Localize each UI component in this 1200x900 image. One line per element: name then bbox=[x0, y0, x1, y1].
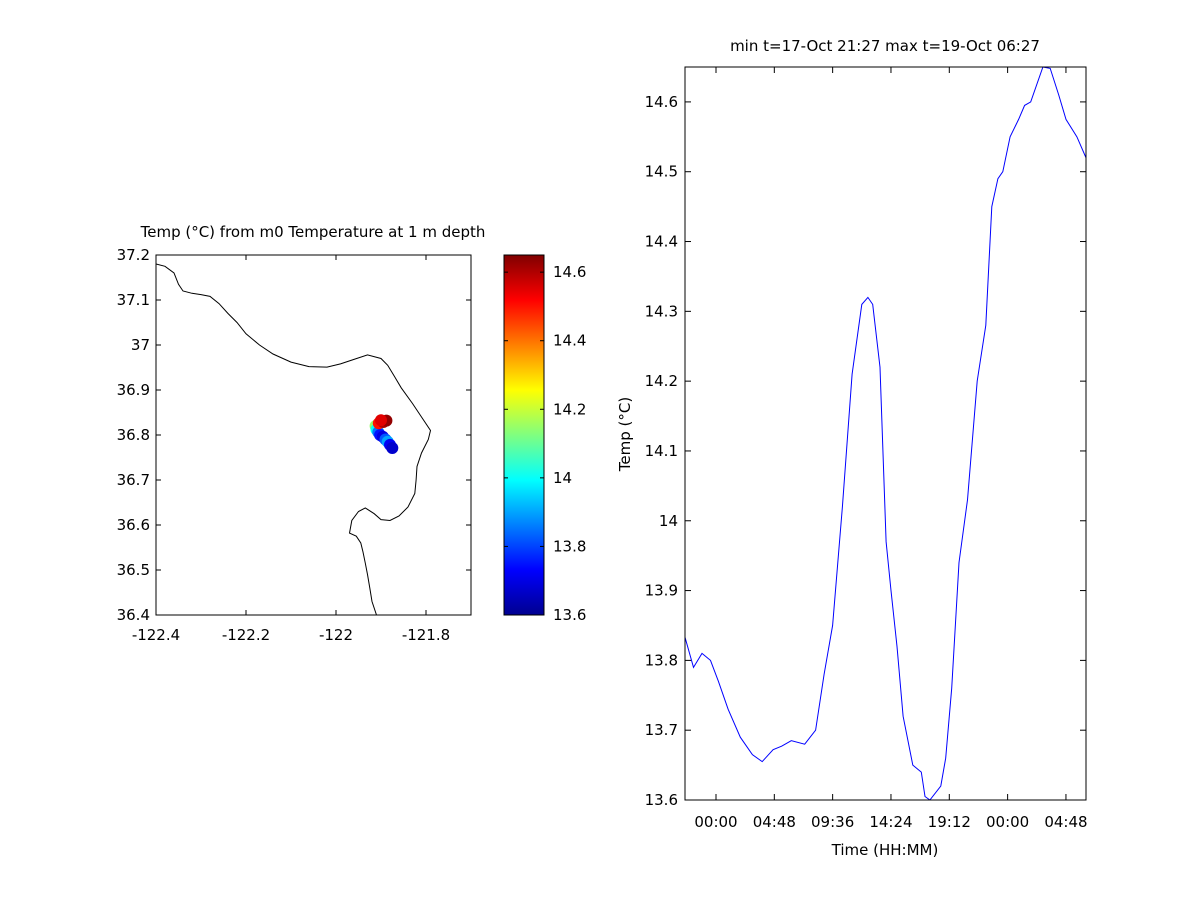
map-points-layer bbox=[369, 414, 399, 454]
map-x-ticks: -122.4 -122.2 -122 -121.8 bbox=[132, 255, 450, 644]
y-axis-label: Temp (°C) bbox=[616, 397, 634, 472]
timeseries-x-tick-label: 00:00 bbox=[694, 813, 737, 831]
colorbar-tick-label: 14.4 bbox=[553, 332, 586, 350]
map-y-tick-label: 36.5 bbox=[117, 561, 150, 579]
colorbar-tick-label: 14 bbox=[553, 469, 572, 487]
map-y-tick-label: 36.6 bbox=[117, 516, 150, 534]
timeseries-x-tick-label: 04:48 bbox=[753, 813, 796, 831]
timeseries-y-tick-label: 13.9 bbox=[645, 582, 678, 600]
colorbar-tick-label: 14.2 bbox=[553, 400, 586, 418]
map-y-tick-label: 36.7 bbox=[117, 471, 150, 489]
timeseries-y-tick-label: 14.4 bbox=[645, 233, 678, 251]
map-y-tick-label: 36.4 bbox=[117, 606, 150, 624]
timeseries-y-tick-label: 13.8 bbox=[645, 651, 678, 669]
timeseries-y-tick-label: 14.3 bbox=[645, 302, 678, 320]
map-title: Temp (°C) from m0 Temperature at 1 m dep… bbox=[140, 223, 486, 241]
map-x-tick-label: -121.8 bbox=[402, 626, 450, 644]
timeseries-x-tick-label: 09:36 bbox=[811, 813, 854, 831]
timeseries-title: min t=17-Oct 21:27 max t=19-Oct 06:27 bbox=[730, 37, 1040, 55]
colorbar-gradient bbox=[503, 254, 545, 616]
map-panel: Temp (°C) from m0 Temperature at 1 m dep… bbox=[117, 223, 486, 644]
map-x-tick-label: -122 bbox=[319, 626, 353, 644]
colorbar-tick-label: 13.8 bbox=[553, 537, 586, 555]
timeseries-axes-box bbox=[684, 66, 1087, 801]
timeseries-y-tick-label: 13.6 bbox=[645, 791, 678, 809]
colorbar: 13.6 13.8 14 14.2 14.4 14.6 bbox=[503, 254, 586, 624]
timeseries-y-tick-label: 14.2 bbox=[645, 372, 678, 390]
timeseries-x-ticks: 00:00 04:48 09:36 14:24 19:12 00:00 04:48 bbox=[694, 67, 1088, 831]
coastline-layer bbox=[156, 263, 432, 615]
map-y-tick-label: 36.9 bbox=[117, 381, 150, 399]
timeseries-x-tick-label: 14:24 bbox=[869, 813, 912, 831]
map-x-tick-label: -122.2 bbox=[222, 626, 270, 644]
colorbar-tick-label: 14.6 bbox=[553, 263, 586, 281]
map-y-ticks: 36.4 36.5 36.6 36.7 36.8 36.9 37 37.1 37.2 bbox=[117, 246, 471, 624]
map-y-tick-label: 37.2 bbox=[117, 246, 150, 264]
timeseries-y-tick-label: 13.7 bbox=[645, 721, 678, 739]
map-y-tick-label: 36.8 bbox=[117, 426, 150, 444]
map-y-tick-label: 37 bbox=[131, 336, 150, 354]
colorbar-tick-label: 13.6 bbox=[553, 606, 586, 624]
map-point bbox=[386, 442, 399, 454]
timeseries-panel: min t=17-Oct 21:27 max t=19-Oct 06:27 00… bbox=[616, 37, 1088, 859]
map-axes-box bbox=[155, 254, 472, 616]
timeseries-y-tick-label: 14.5 bbox=[645, 163, 678, 181]
timeseries-y-tick-label: 14 bbox=[659, 512, 678, 530]
timeseries-y-tick-label: 14.6 bbox=[645, 93, 678, 111]
x-axis-label: Time (HH:MM) bbox=[831, 841, 939, 859]
timeseries-y-tick-label: 14.1 bbox=[645, 442, 678, 460]
timeseries-x-tick-label: 04:48 bbox=[1044, 813, 1087, 831]
map-x-tick-label: -122.4 bbox=[132, 626, 180, 644]
map-point bbox=[375, 414, 387, 427]
coastline bbox=[156, 263, 432, 615]
map-y-tick-label: 37.1 bbox=[117, 291, 150, 309]
colorbar-ticks: 13.6 13.8 14 14.2 14.4 14.6 bbox=[504, 263, 586, 624]
timeseries-y-ticks: 13.6 13.7 13.8 13.9 14 14.1 14.2 14.3 14.4 14.5 14… bbox=[645, 93, 1086, 809]
timeseries-x-tick-label: 00:00 bbox=[986, 813, 1029, 831]
timeseries-x-tick-label: 19:12 bbox=[928, 813, 971, 831]
series-line-temp bbox=[685, 67, 1086, 800]
